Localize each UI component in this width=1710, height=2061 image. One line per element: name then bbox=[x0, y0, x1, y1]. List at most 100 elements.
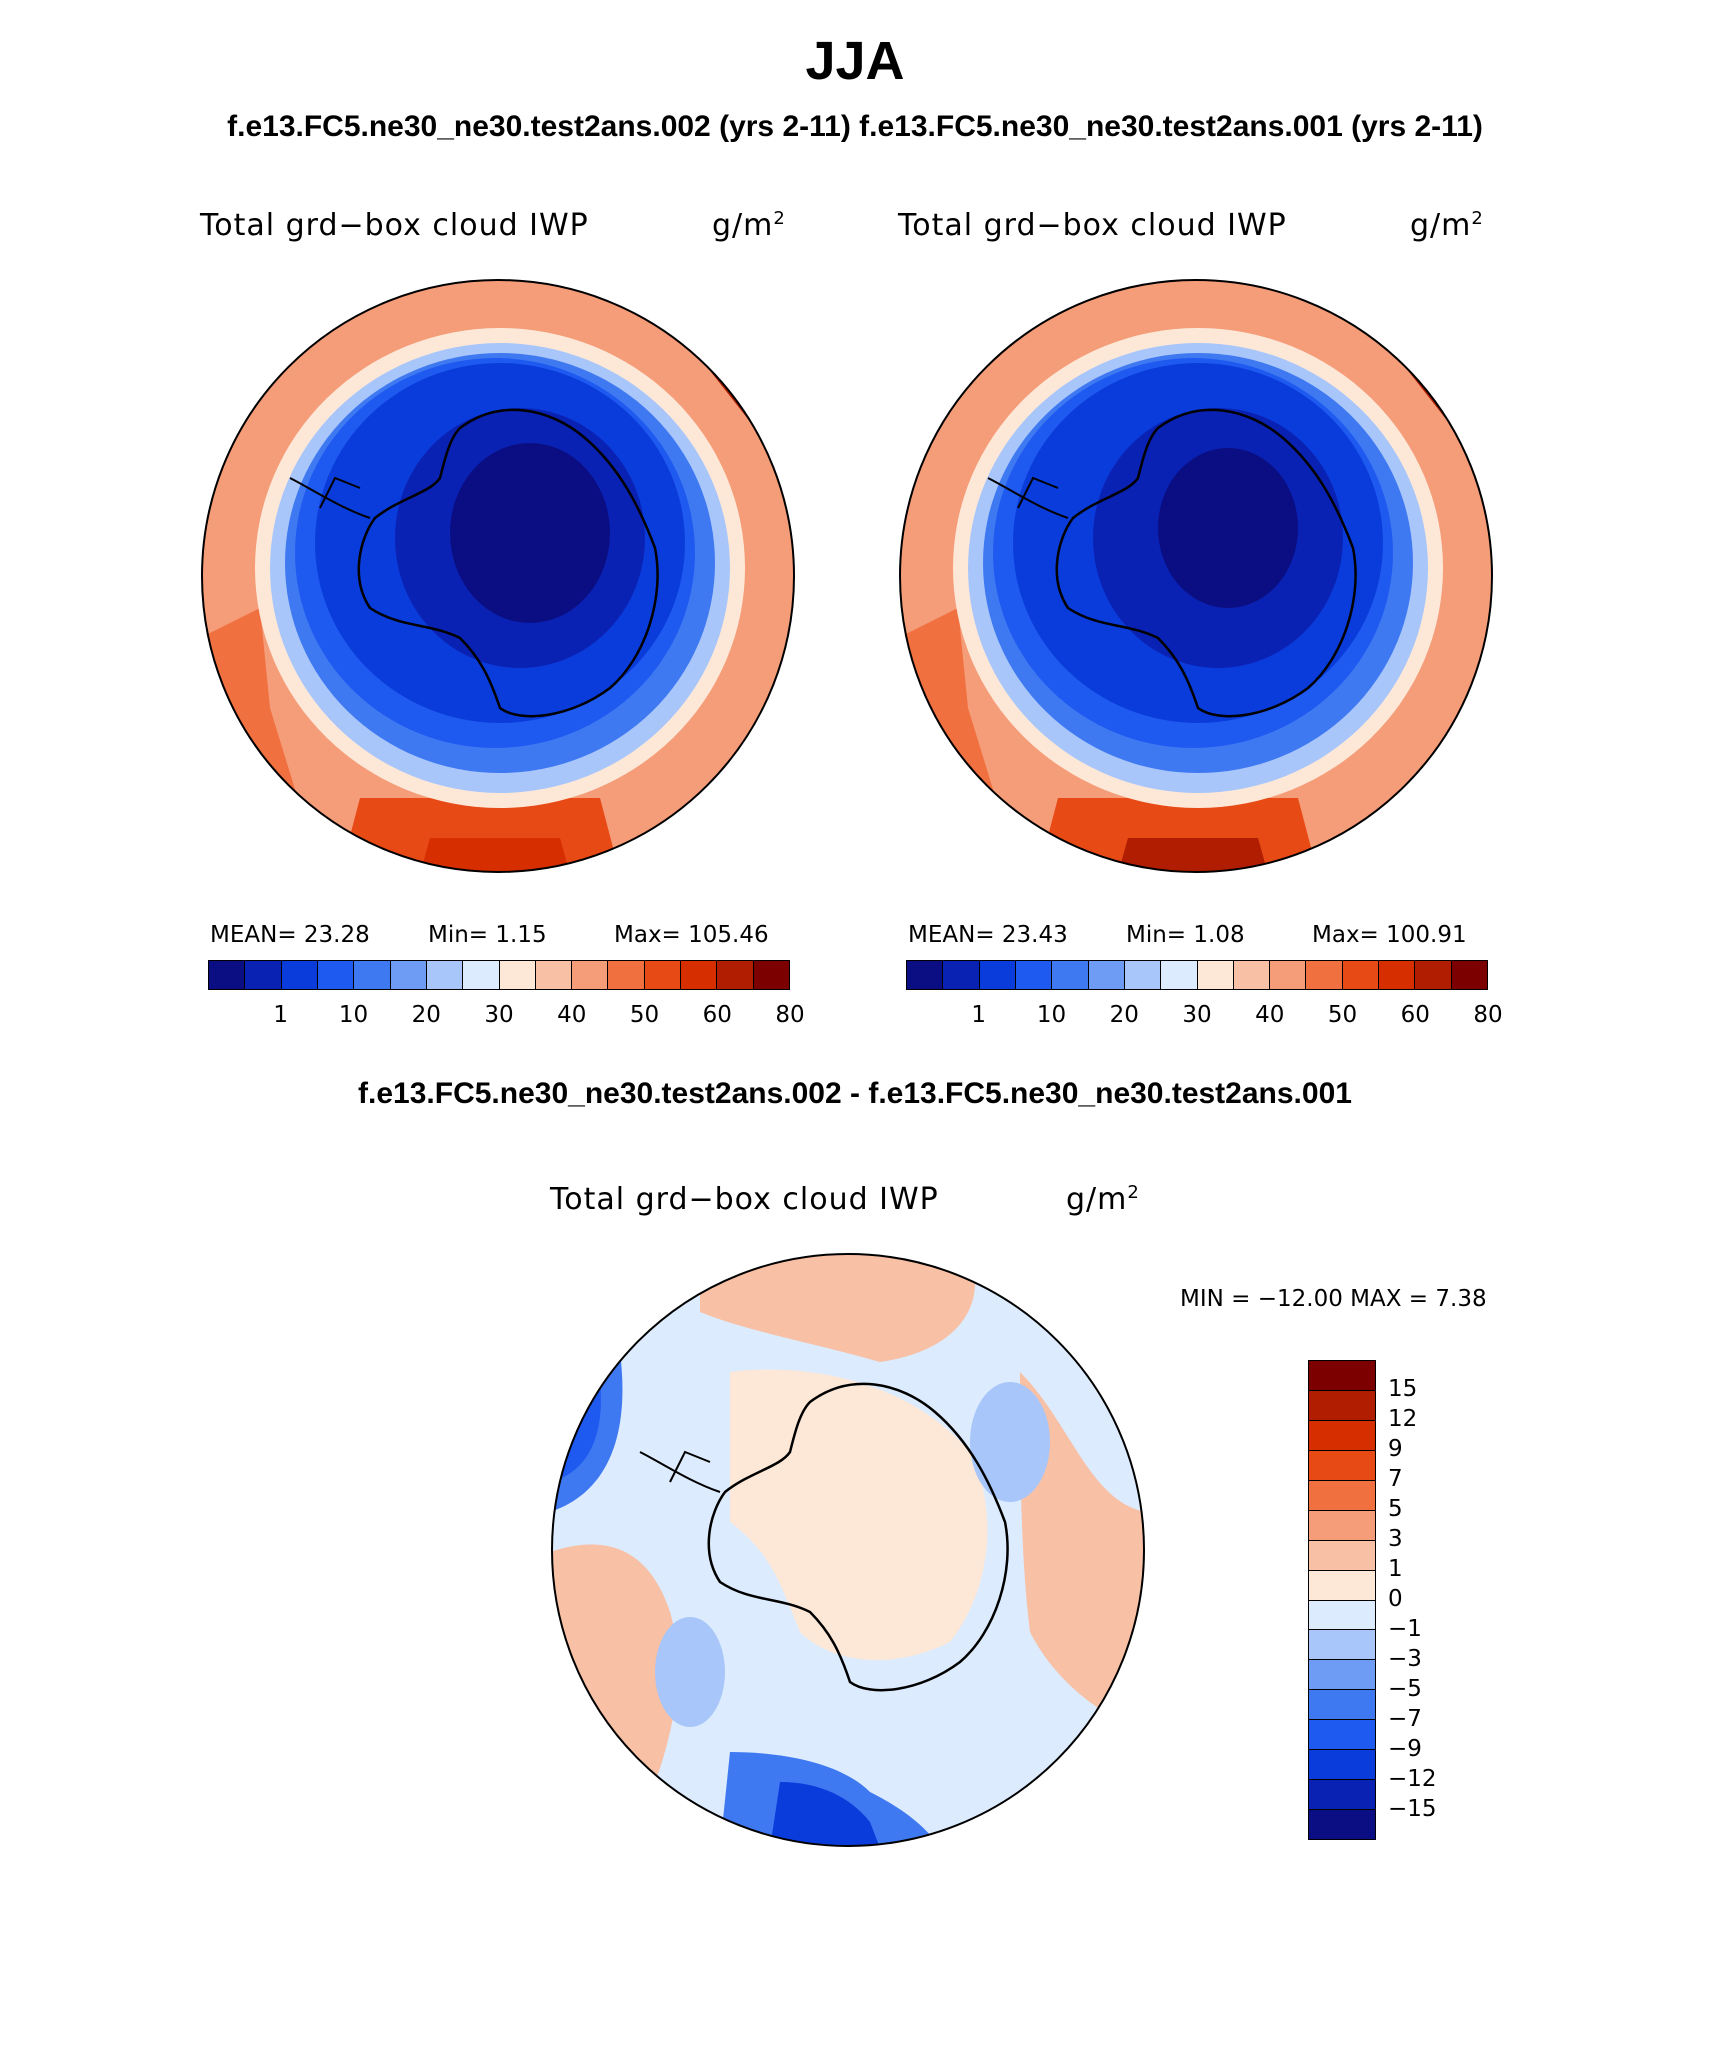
colorbar-swatch bbox=[1451, 961, 1487, 989]
colorbar-swatch bbox=[499, 961, 536, 989]
colorbar-tick-label: 40 bbox=[1255, 1002, 1285, 1028]
colorbar-swatch bbox=[717, 961, 754, 989]
colorbar-tick-label: 80 bbox=[1473, 1002, 1503, 1028]
colorbar-swatch bbox=[572, 961, 609, 989]
panel1-colorbar-ticks: 1 10 20 30 40 50 60 80 bbox=[208, 1002, 804, 1032]
colorbar-swatch bbox=[1309, 1480, 1375, 1511]
colorbar-swatch bbox=[753, 961, 789, 989]
panel1-colorbar bbox=[208, 960, 790, 990]
colorbar-tick-label: 1 bbox=[1388, 1556, 1403, 1582]
colorbar-swatch bbox=[281, 961, 318, 989]
difference-minmax: MIN = −12.00 MAX = 7.38 bbox=[1180, 1286, 1487, 1312]
colorbar-swatch bbox=[1342, 961, 1380, 989]
colorbar-tick-label: 12 bbox=[1388, 1406, 1418, 1432]
colorbar-swatch bbox=[1309, 1570, 1375, 1601]
colorbar-swatch bbox=[1309, 1420, 1375, 1451]
colorbar-swatch bbox=[1309, 1780, 1375, 1811]
colorbar-swatch bbox=[1309, 1690, 1375, 1721]
colorbar-swatch bbox=[1309, 1810, 1375, 1839]
panel3-units-label: g/m2 bbox=[1066, 1182, 1140, 1217]
colorbar-swatch bbox=[943, 961, 980, 989]
colorbar-swatch bbox=[1309, 1361, 1375, 1391]
colorbar-swatch bbox=[1088, 961, 1125, 989]
colorbar-swatch bbox=[1309, 1660, 1375, 1691]
colorbar-swatch bbox=[245, 961, 282, 989]
colorbar-tick-label: 20 bbox=[411, 1002, 441, 1028]
panel3-variable-label: Total grd−box cloud IWP bbox=[550, 1182, 939, 1217]
colorbar-tick-label: 7 bbox=[1388, 1466, 1403, 1492]
colorbar-tick-label: 60 bbox=[1400, 1002, 1430, 1028]
colorbar-tick-label: 20 bbox=[1109, 1002, 1139, 1028]
colorbar-tick-label: 9 bbox=[1388, 1436, 1403, 1462]
colorbar-swatch bbox=[979, 961, 1016, 989]
colorbar-tick-label: 1 bbox=[273, 1002, 289, 1028]
colorbar-tick-label: 50 bbox=[629, 1002, 660, 1028]
colorbar-tick-label: 0 bbox=[1388, 1586, 1403, 1612]
colorbar-swatch bbox=[1309, 1450, 1375, 1481]
colorbar-swatch bbox=[354, 961, 391, 989]
colorbar-tick-label: −9 bbox=[1388, 1736, 1422, 1762]
colorbar-swatch bbox=[1309, 1540, 1375, 1571]
colorbar-tick-label: −12 bbox=[1388, 1766, 1437, 1792]
colorbar-swatch bbox=[644, 961, 682, 989]
colorbar-tick-label: −15 bbox=[1388, 1796, 1437, 1822]
colorbar-swatch bbox=[907, 961, 944, 989]
panel2-units-label: g/m2 bbox=[1410, 208, 1484, 243]
colorbar-tick-label: −7 bbox=[1388, 1706, 1422, 1732]
colorbar-tick-label: −5 bbox=[1388, 1676, 1422, 1702]
colorbar-swatch bbox=[535, 961, 573, 989]
colorbar-tick-label: 1 bbox=[971, 1002, 987, 1028]
colorbar-swatch bbox=[608, 961, 645, 989]
difference-title: f.e13.FC5.ne30_ne30.test2ans.002 - f.e13… bbox=[358, 1077, 1352, 1110]
colorbar-tick-label: 3 bbox=[1388, 1526, 1403, 1552]
panel1-polar-map bbox=[201, 279, 795, 873]
colorbar-swatch bbox=[426, 961, 464, 989]
colorbar-swatch bbox=[1270, 961, 1307, 989]
season-title: JJA bbox=[805, 31, 905, 91]
colorbar-tick-label: 15 bbox=[1388, 1376, 1418, 1402]
colorbar-swatch bbox=[681, 961, 718, 989]
colorbar-tick-label: 40 bbox=[557, 1002, 587, 1028]
colorbar-tick-label: 10 bbox=[1036, 1002, 1067, 1028]
colorbar-swatch bbox=[463, 961, 500, 989]
panel1-mean: MEAN= 23.28 bbox=[210, 922, 370, 948]
colorbar-tick-label: 30 bbox=[1182, 1002, 1212, 1028]
panel1-units-label: g/m2 bbox=[712, 208, 786, 243]
colorbar-tick-label: −1 bbox=[1388, 1616, 1422, 1642]
panel2-min: Min= 1.08 bbox=[1126, 922, 1245, 948]
panel2-colorbar-ticks: 1 10 20 30 40 50 60 80 bbox=[906, 1002, 1502, 1032]
panel2-polar-map bbox=[899, 279, 1493, 873]
difference-colorbar-ticks: 15 12 9 7 5 3 1 0 −1 −3 −5 −7 −9 −12 −15 bbox=[1388, 1360, 1488, 1840]
colorbar-swatch bbox=[1309, 1600, 1375, 1631]
colorbar-tick-label: −3 bbox=[1388, 1646, 1422, 1672]
panel1-max: Max= 105.46 bbox=[614, 922, 769, 948]
panel2-colorbar bbox=[906, 960, 1488, 990]
panel1-variable-label: Total grd−box cloud IWP bbox=[200, 208, 589, 243]
colorbar-swatch bbox=[1197, 961, 1234, 989]
colorbar-swatch bbox=[1015, 961, 1053, 989]
colorbar-swatch bbox=[317, 961, 355, 989]
colorbar-tick-label: 30 bbox=[484, 1002, 514, 1028]
colorbar-tick-label: 80 bbox=[775, 1002, 805, 1028]
colorbar-swatch bbox=[1124, 961, 1162, 989]
colorbar-swatch bbox=[1309, 1510, 1375, 1541]
colorbar-tick-label: 50 bbox=[1327, 1002, 1358, 1028]
panel2-max: Max= 100.91 bbox=[1312, 922, 1467, 948]
colorbar-swatch bbox=[1161, 961, 1198, 989]
colorbar-swatch bbox=[1309, 1630, 1375, 1661]
colorbar-tick-label: 5 bbox=[1388, 1496, 1403, 1522]
colorbar-swatch bbox=[209, 961, 246, 989]
colorbar-swatch bbox=[1309, 1390, 1375, 1421]
cases-title: f.e13.FC5.ne30_ne30.test2ans.002 (yrs 2-… bbox=[227, 110, 1483, 143]
colorbar-swatch bbox=[1052, 961, 1089, 989]
colorbar-tick-label: 60 bbox=[702, 1002, 732, 1028]
colorbar-swatch bbox=[1309, 1720, 1375, 1751]
colorbar-swatch bbox=[1379, 961, 1416, 989]
colorbar-tick-label: 10 bbox=[338, 1002, 369, 1028]
panel1-min: Min= 1.15 bbox=[428, 922, 547, 948]
colorbar-swatch bbox=[1415, 961, 1452, 989]
colorbar-swatch bbox=[1233, 961, 1271, 989]
panel2-mean: MEAN= 23.43 bbox=[908, 922, 1068, 948]
difference-polar-map bbox=[551, 1253, 1145, 1847]
difference-colorbar bbox=[1308, 1360, 1376, 1840]
